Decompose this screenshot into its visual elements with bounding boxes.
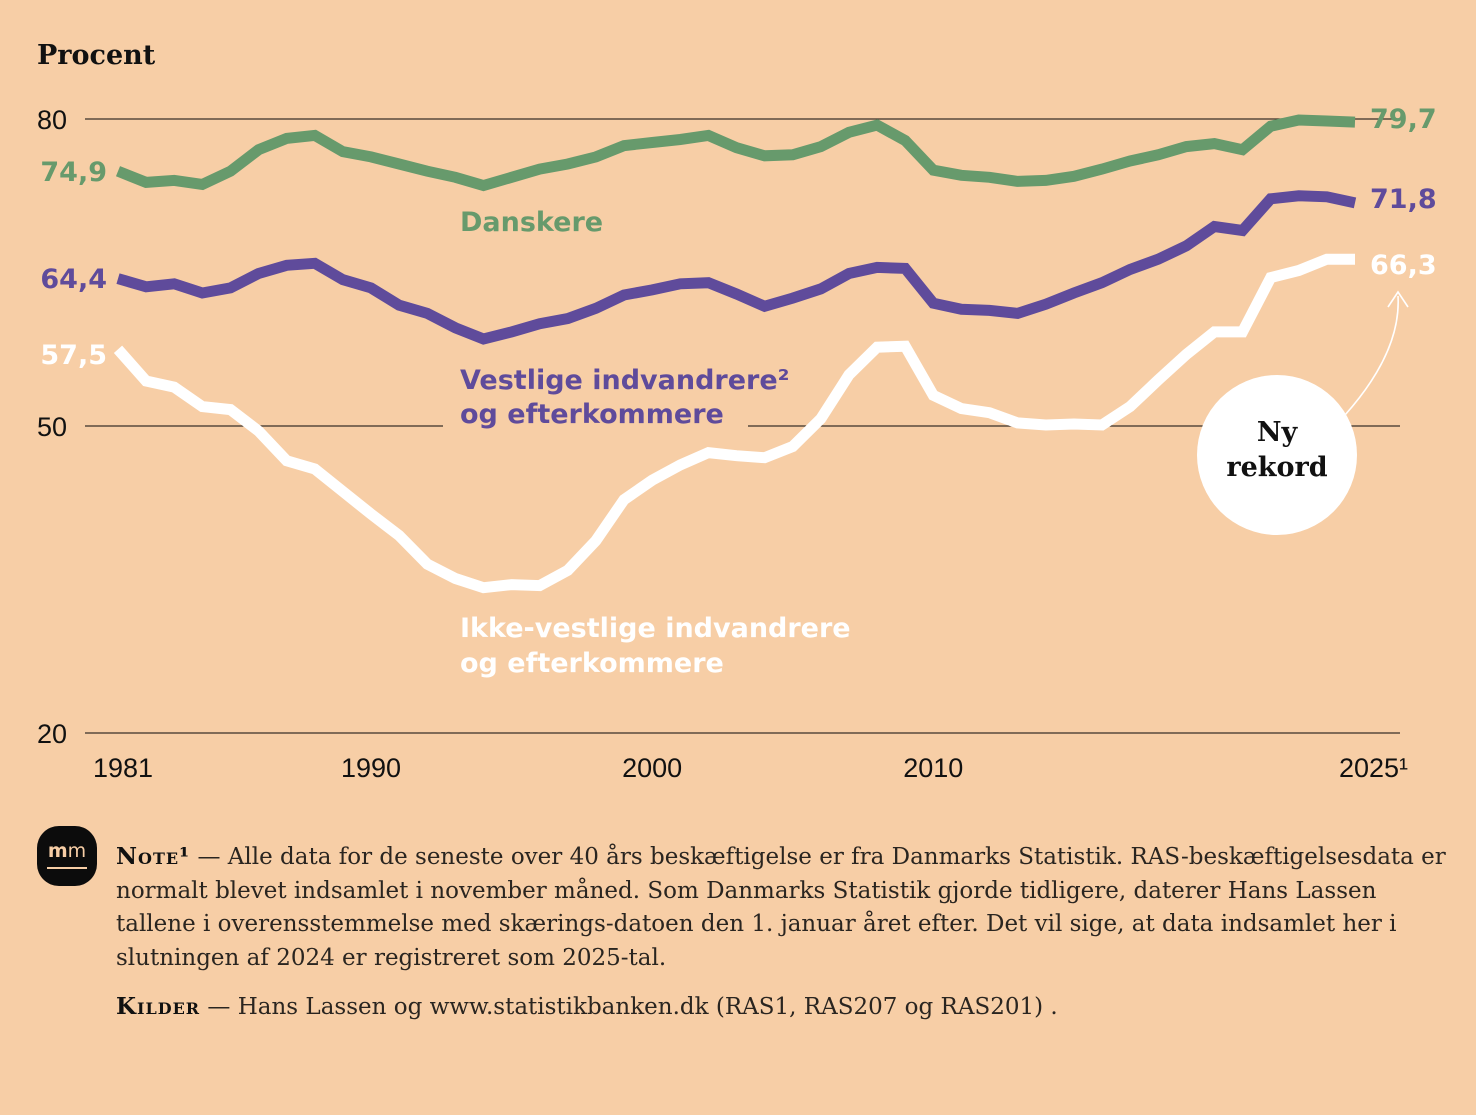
series-name-label: og efterkommere [460, 399, 724, 430]
sources-label: Kilder [116, 993, 201, 1020]
note-dash: — [190, 844, 228, 870]
series-line-1 [116, 190, 1357, 345]
x-tick-label: 1990 [341, 753, 401, 783]
series-end-value: 71,8 [1370, 184, 1437, 215]
mm-logo: mm [37, 826, 97, 886]
series-start-value: 64,4 [40, 264, 107, 295]
sources-dash: — [200, 994, 238, 1020]
series-end-value: 79,7 [1370, 104, 1437, 135]
note-text: Alle data for de seneste over 40 års bes… [116, 844, 1446, 971]
series-name-label: Vestlige indvandrere² [460, 365, 790, 396]
series-name-label: Danskere [460, 207, 603, 238]
annotation-text: rekord [1226, 452, 1327, 483]
annotation-circle [1197, 375, 1357, 535]
series-line-0 [115, 114, 1356, 192]
y-axis-title: Procent [37, 40, 156, 71]
annotation-arrow [1344, 295, 1399, 416]
logo-underline [47, 867, 87, 869]
line-chart: 80 50 20 1981 1990 2000 2010 2025¹ 74,9 79,7 Dan… [37, 104, 1437, 783]
x-tick-label: 1981 [93, 753, 153, 783]
series-name-label: Ikke-vestlige indvandrere [460, 613, 851, 644]
series-line-2 [113, 253, 1355, 594]
series-start-value: 57,5 [40, 340, 107, 371]
annotation-text: Ny [1257, 417, 1299, 448]
y-tick-label: 80 [37, 105, 67, 135]
x-tick-label: 2025¹ [1339, 753, 1408, 783]
x-tick-label: 2010 [903, 753, 963, 783]
y-tick-label: 50 [37, 412, 67, 442]
arrow-head-icon [1387, 290, 1409, 308]
chart-notes: Note¹ — Alle data for de seneste over 40… [116, 840, 1446, 1025]
sources-paragraph: Kilder — Hans Lassen og www.statistikban… [116, 990, 1446, 1025]
series-name-label: og efterkommere [460, 648, 724, 679]
y-tick-label: 20 [37, 719, 67, 749]
logo-letter-bold: m [47, 840, 68, 862]
series-start-value: 74,9 [40, 157, 107, 188]
note-label: Note¹ [116, 843, 191, 870]
note-paragraph: Note¹ — Alle data for de seneste over 40… [116, 840, 1446, 975]
logo-letter-thin: m [67, 840, 87, 862]
x-tick-label: 2000 [622, 753, 682, 783]
sources-text: Hans Lassen og www.statistikbanken.dk (R… [237, 994, 1058, 1020]
series-end-value: 66,3 [1370, 250, 1437, 281]
